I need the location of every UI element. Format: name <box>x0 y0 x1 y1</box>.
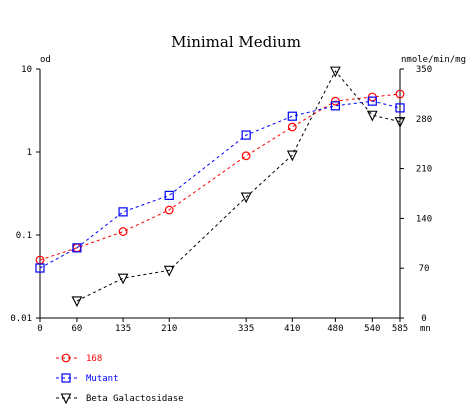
legend-marker <box>61 353 71 363</box>
data-point <box>286 150 298 162</box>
series-3 <box>71 66 406 308</box>
data-point <box>118 207 128 217</box>
series-line <box>76 70 401 302</box>
left-tick-label: 0.01 <box>10 314 32 324</box>
x-tick-label: 210 <box>161 324 177 334</box>
chart-series <box>35 66 406 308</box>
chart-legend: 168 Mutant Beta Galactosidase <box>56 353 184 405</box>
series-1 <box>35 89 405 265</box>
data-point <box>287 122 297 132</box>
right-tick-label: 0 <box>421 314 426 324</box>
right-tick-label: 210 <box>416 165 432 175</box>
data-point <box>71 296 83 308</box>
left-tick-label: 1 <box>27 148 32 158</box>
series-line <box>39 100 401 269</box>
chart-title: Minimal Medium <box>171 33 301 51</box>
data-point <box>395 89 405 99</box>
left-tick-label: 0.1 <box>16 231 32 241</box>
data-point <box>330 101 340 111</box>
data-point <box>164 205 174 215</box>
x-axis-label: mn <box>420 324 431 334</box>
left-tick-label: 10 <box>21 65 32 75</box>
legend-entry: Beta Galactosidase <box>56 393 184 405</box>
chart-axes: 0 60 135 210 335 410 480 540 585 0.01 0.1 1 10 0 70 140… <box>10 65 432 334</box>
x-tick-label: 480 <box>327 324 343 334</box>
x-tick-label: 540 <box>364 324 380 334</box>
left-axis-label: od <box>40 55 51 65</box>
x-tick-label: 585 <box>392 324 408 334</box>
data-point <box>240 192 252 204</box>
right-tick-label: 70 <box>419 264 430 274</box>
data-point <box>241 130 251 140</box>
data-point <box>366 110 378 122</box>
legend-marker <box>61 373 71 383</box>
x-tick-label: 60 <box>72 324 83 334</box>
data-point <box>35 263 45 273</box>
legend-entry: 168 <box>56 353 102 364</box>
data-point <box>118 227 128 236</box>
data-point <box>329 66 341 78</box>
data-point <box>241 151 251 161</box>
legend-label: 168 <box>86 354 102 364</box>
data-point <box>394 117 406 128</box>
data-point <box>117 273 129 285</box>
data-point <box>395 103 405 113</box>
legend-label: Mutant <box>86 374 119 384</box>
x-tick-label: 135 <box>115 324 131 334</box>
data-point <box>287 111 297 121</box>
x-tick-label: 410 <box>284 324 300 334</box>
data-point <box>72 243 82 253</box>
series-2 <box>35 96 405 273</box>
right-tick-label: 350 <box>416 65 432 75</box>
data-point <box>330 96 340 106</box>
legend-label: Beta Galactosidase <box>86 394 184 404</box>
legend-entry: Mutant <box>56 373 119 384</box>
right-tick-label: 280 <box>416 115 432 125</box>
right-tick-label: 140 <box>416 214 432 224</box>
data-point <box>367 96 377 106</box>
series-line <box>39 93 401 261</box>
x-tick-label: 0 <box>37 324 42 334</box>
x-tick-label: 335 <box>238 324 254 334</box>
data-point <box>164 190 174 200</box>
legend-marker <box>60 393 72 405</box>
data-point <box>163 265 175 277</box>
right-axis-label: nmole/min/mg <box>401 55 466 65</box>
